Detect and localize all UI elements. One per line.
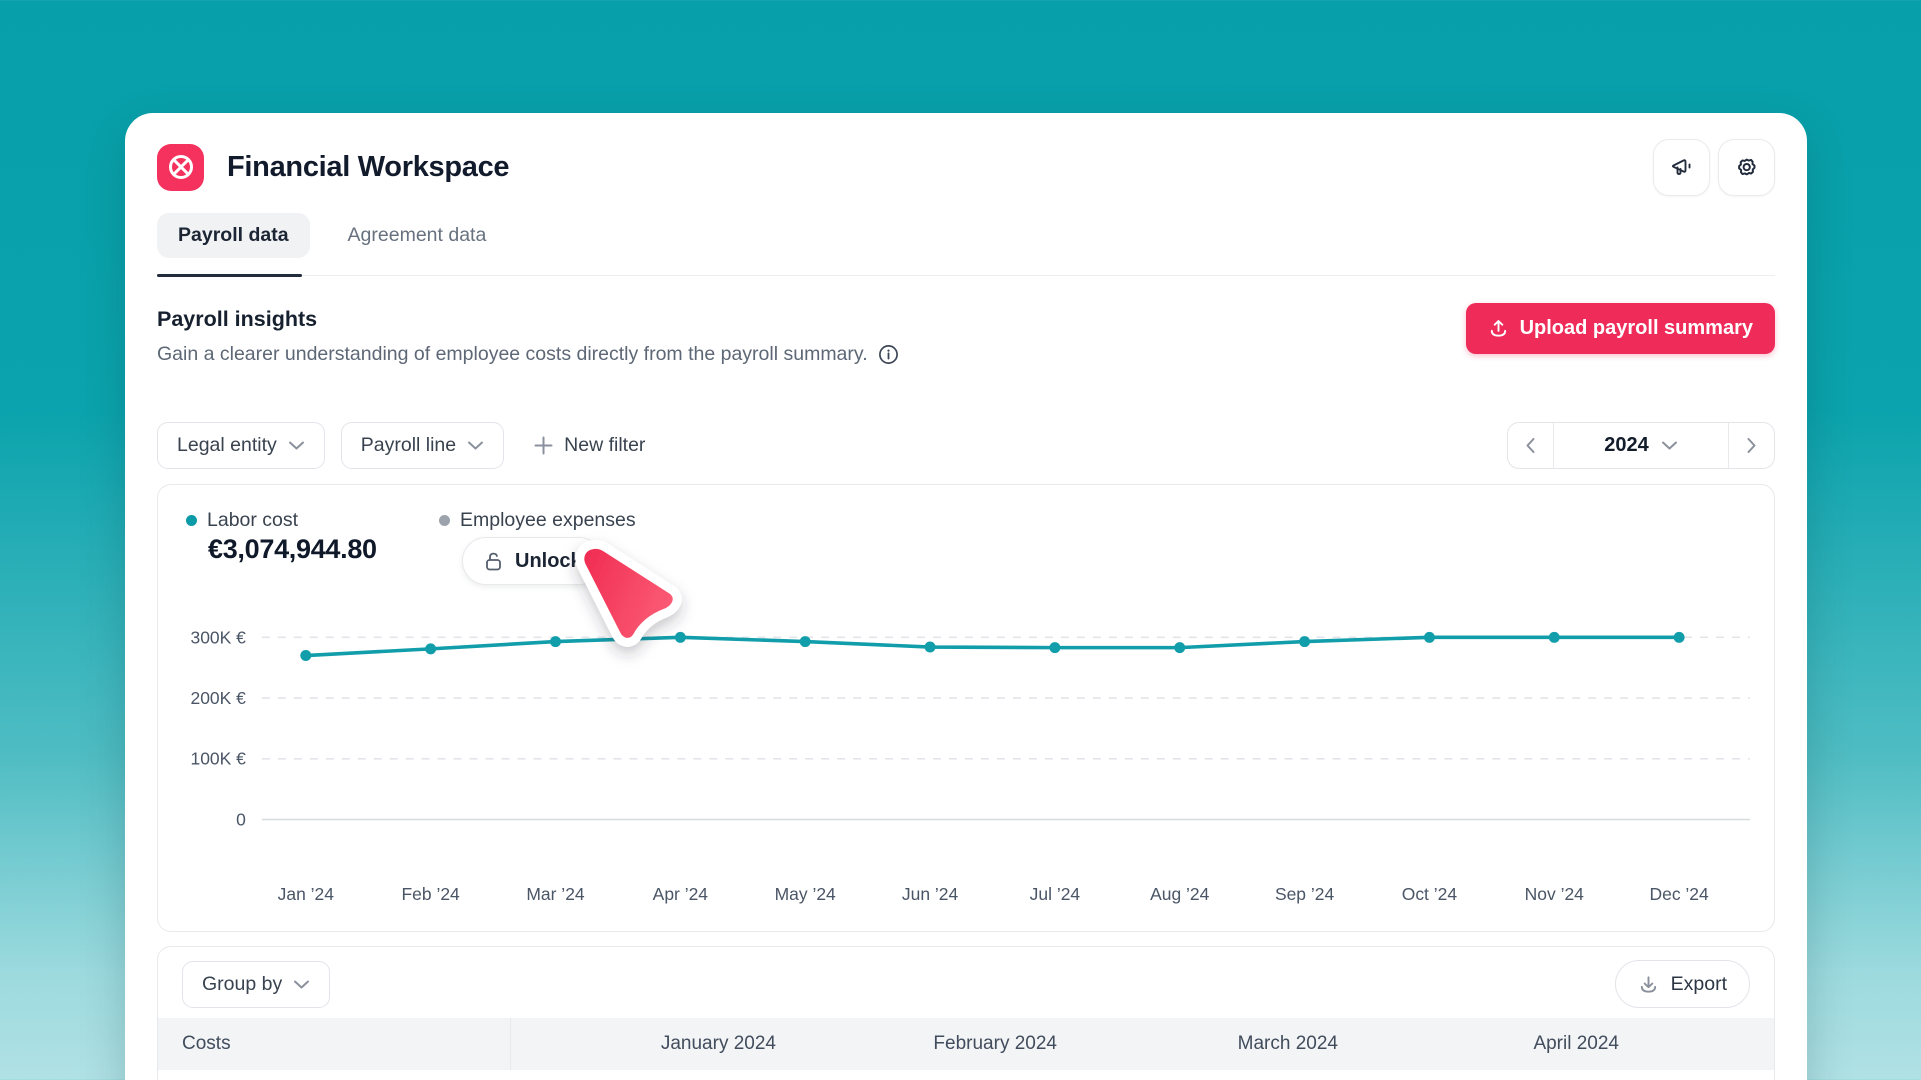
export-button[interactable]: Export [1614, 960, 1750, 1008]
x-axis-tick: Mar ’24 [526, 884, 585, 904]
unlock-employee-expenses-button[interactable]: Unlock [462, 537, 603, 585]
column-header-april[interactable]: April 2024 [1533, 1033, 1619, 1054]
chart-point[interactable] [1673, 631, 1685, 643]
group-by-dropdown[interactable]: Group by [182, 960, 331, 1008]
x-axis-tick: Apr ’24 [653, 884, 709, 904]
column-header-march[interactable]: March 2024 [1237, 1033, 1338, 1054]
download-icon [1640, 975, 1656, 993]
app-logo [157, 143, 204, 191]
chart-point[interactable] [1049, 642, 1061, 654]
previous-year-button[interactable] [1508, 423, 1553, 468]
chevron-down-icon [468, 441, 484, 450]
chevron-right-icon [1747, 438, 1756, 453]
unlock-icon [486, 552, 501, 571]
chart-point[interactable] [799, 636, 811, 648]
column-header-january[interactable]: January 2024 [660, 1033, 776, 1054]
x-axis-tick: Aug ’24 [1150, 884, 1210, 904]
app-header: Financial Workspace [157, 138, 1775, 196]
tab-payroll-data[interactable]: Payroll data [157, 213, 310, 258]
x-axis-tick: May ’24 [775, 884, 836, 904]
year-selector: 2024 [1507, 422, 1775, 469]
labor-cost-dot-icon [186, 515, 197, 526]
chart-point[interactable] [1548, 631, 1560, 643]
chart-line [304, 635, 1681, 658]
megaphone-icon [1671, 159, 1690, 175]
y-axis-tick: 200K € [191, 688, 247, 708]
chart-point[interactable] [1174, 642, 1186, 654]
info-icon[interactable] [878, 344, 899, 365]
x-axis-tick: Jul ’24 [1030, 884, 1081, 904]
x-axis-tick: Sep ’24 [1275, 884, 1335, 904]
table-row [158, 1070, 1774, 1080]
x-axis-tick: Jun ’24 [902, 884, 959, 904]
announcements-button[interactable] [1653, 138, 1710, 196]
labor-cost-total: €3,074,944.80 [208, 534, 377, 564]
tab-agreement-data[interactable]: Agreement data [347, 224, 487, 246]
chart-point[interactable] [924, 641, 936, 653]
table-controls: Group by Export [182, 960, 1750, 1008]
chart-point[interactable] [550, 636, 562, 648]
page-title: Financial Workspace [227, 150, 510, 183]
filter-row: Legal entity Payroll line New filter 202… [157, 422, 1775, 469]
chart-point[interactable] [300, 650, 312, 662]
chart-point[interactable] [674, 631, 686, 643]
tab-bar: Payroll data Agreement data [157, 213, 1775, 277]
table-header-row: Costs January 2024 February 2024 March 2… [158, 1018, 1774, 1070]
x-axis-tick: Nov ’24 [1525, 884, 1585, 904]
chevron-left-icon [1526, 438, 1535, 453]
column-header-costs[interactable]: Costs [158, 1018, 511, 1070]
costs-table-card: Group by Export Costs January 2024 Febru… [157, 946, 1775, 1080]
chevron-down-icon [294, 980, 310, 988]
x-axis-tick: Dec ’24 [1650, 884, 1710, 904]
legend-employee-expenses: Employee expenses [439, 509, 636, 532]
settings-button[interactable] [1718, 138, 1775, 196]
x-axis-tick: Jan ’24 [278, 884, 335, 904]
circle-x-logo-icon [168, 155, 193, 179]
employee-expenses-dot-icon [439, 515, 450, 526]
payroll-chart-card: 0 100K € 200K € 300K € Jan ’24 Feb ’24 Mar ’24… [157, 484, 1775, 932]
section-subtitle: Gain a clearer understanding of employee… [157, 343, 868, 365]
y-axis-tick: 0 [236, 809, 246, 829]
x-axis-tick: Feb ’24 [402, 884, 461, 904]
y-axis-tick: 100K € [191, 749, 247, 769]
chart-point[interactable] [425, 643, 437, 655]
next-year-button[interactable] [1729, 423, 1774, 468]
chart-point[interactable] [1423, 631, 1435, 643]
active-tab-indicator [157, 274, 302, 277]
payroll-insights-section: Payroll insights Gain a clearer understa… [157, 303, 1775, 366]
x-axis-tick: Oct ’24 [1402, 884, 1458, 904]
new-filter-button[interactable]: New filter [534, 434, 645, 457]
main-window: Financial Workspace Payroll data Agreeme… [125, 113, 1807, 1080]
payroll-chart: 0 100K € 200K € 300K € Jan ’24 Feb ’24 Mar ’24… [191, 627, 1751, 904]
section-title: Payroll insights [157, 307, 318, 331]
legend-labor-cost: Labor cost [186, 509, 298, 532]
upload-icon [1490, 320, 1506, 337]
chevron-down-icon [288, 441, 304, 450]
upload-payroll-summary-button[interactable]: Upload payroll summary [1465, 303, 1775, 354]
column-header-february[interactable]: February 2024 [933, 1033, 1057, 1054]
chevron-down-icon [1661, 441, 1677, 450]
chart-point[interactable] [1299, 636, 1311, 648]
gear-icon [1738, 158, 1756, 175]
legal-entity-filter[interactable]: Legal entity [157, 422, 325, 469]
plus-icon [534, 436, 553, 455]
payroll-line-filter[interactable]: Payroll line [340, 422, 505, 469]
year-dropdown[interactable]: 2024 [1553, 423, 1729, 468]
y-axis-tick: 300K € [191, 627, 247, 647]
tab-divider [157, 274, 1775, 277]
